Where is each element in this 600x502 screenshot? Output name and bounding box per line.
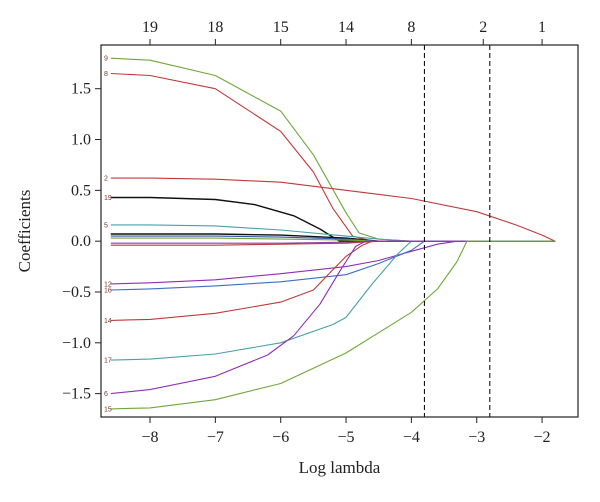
- top-tick-label: 14: [338, 19, 354, 36]
- coefficient-curves: [110, 57, 556, 410]
- curve-label-2: 2: [104, 176, 108, 183]
- x-tick-label: −6: [272, 429, 289, 446]
- x-tick-label: −2: [534, 429, 551, 446]
- top-tick-label: 18: [207, 19, 223, 36]
- curve-label-5: 5: [104, 222, 108, 229]
- y-axis-title: Coefficients: [15, 190, 34, 273]
- plot-frame: [100, 44, 579, 418]
- coefficient-curve-12: [110, 240, 556, 285]
- y-tick-label: −1.5: [62, 386, 91, 403]
- y-tick-label: −1.0: [62, 335, 91, 352]
- top-tick-label: 15: [273, 19, 289, 36]
- x-tick-label: −5: [338, 429, 355, 446]
- x-axis-title: Log lambda: [299, 458, 381, 477]
- y-tick-label: 0.0: [71, 233, 91, 250]
- x-tick-label: −4: [403, 429, 420, 446]
- curve-label-19: 19: [104, 195, 112, 202]
- curve-label-6: 6: [104, 391, 108, 398]
- top-axis: 19 18 15 14 8 2 1: [142, 19, 546, 45]
- top-tick-label: 19: [142, 19, 158, 36]
- curve-label-12: 12: [104, 281, 112, 288]
- coefficient-curve-2: [110, 177, 556, 242]
- coefficient-curve-17: [110, 240, 556, 361]
- x-tick-label: −7: [207, 429, 224, 446]
- coefficient-curve-9: [110, 57, 556, 242]
- coefficient-curve-14: [110, 240, 556, 321]
- coefficient-curve-16: [110, 240, 556, 291]
- x-tick-label: −8: [141, 429, 158, 446]
- curve-label-8: 8: [104, 71, 108, 78]
- coefficient-curve-6: [110, 240, 556, 395]
- vertical-reference-lines: [423, 45, 491, 417]
- top-tick-label: 8: [407, 19, 415, 36]
- curve-label-16: 16: [104, 287, 112, 294]
- top-tick-label: 1: [538, 19, 546, 36]
- curve-label-9: 9: [104, 56, 108, 63]
- y-axis: −1.5 −1.0 −0.5 0.0 0.5 1.0 1.5: [62, 81, 101, 403]
- curve-label-17: 17: [104, 358, 112, 365]
- top-tick-label: 2: [479, 19, 487, 36]
- y-tick-label: 1.0: [71, 132, 91, 149]
- y-tick-label: −0.5: [62, 284, 91, 301]
- x-tick-label: −3: [468, 429, 485, 446]
- y-tick-label: 0.5: [71, 182, 91, 199]
- y-tick-label: 1.5: [71, 81, 91, 98]
- coefficient-curve-15: [110, 240, 556, 410]
- x-axis: −8 −7 −6 −5 −4 −3 −2: [141, 417, 551, 446]
- curve-label-15: 15: [104, 406, 112, 413]
- curve-label-14: 14: [104, 318, 112, 325]
